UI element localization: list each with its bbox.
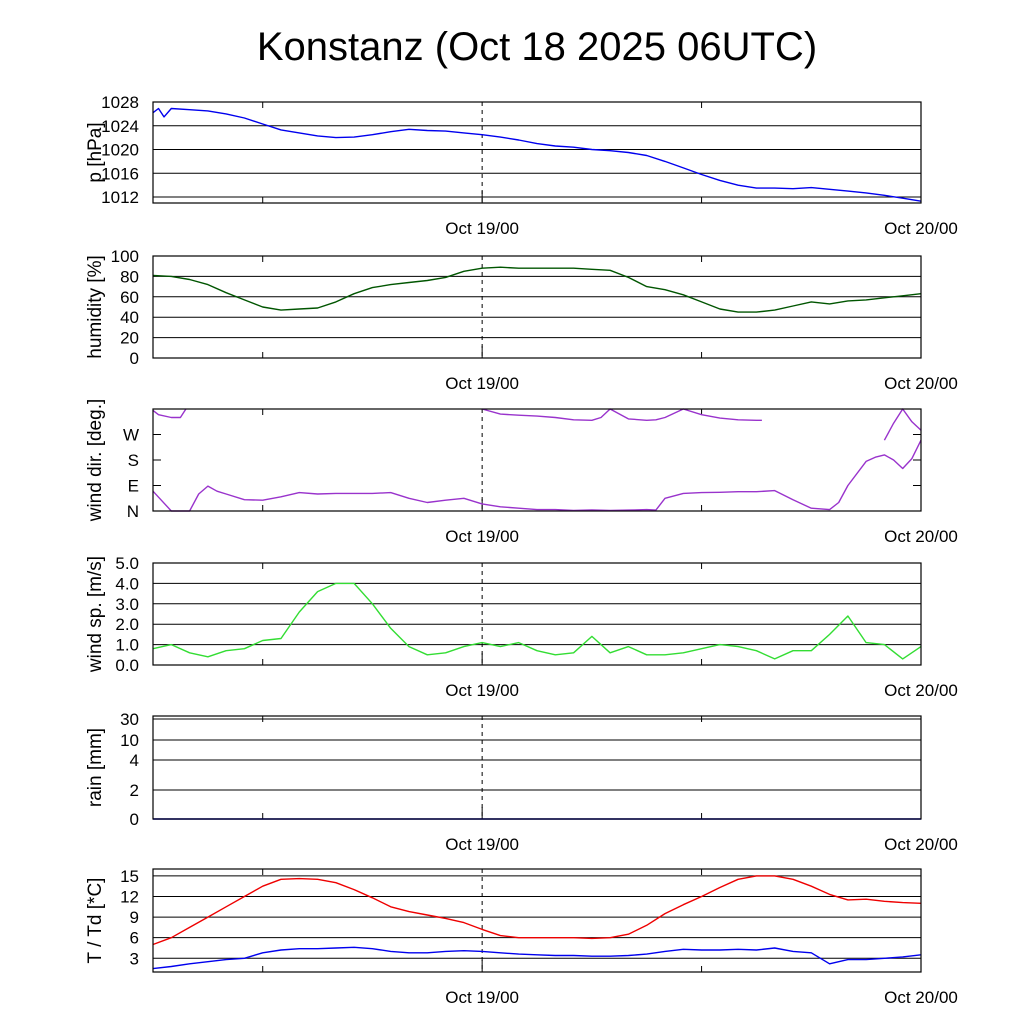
y-tick-label: 3 bbox=[130, 949, 139, 968]
panel-0: 1012 1016 1020 1024 1028 Oct 19/00 Oct 20/00 p … bbox=[85, 93, 958, 238]
plot-frame bbox=[152, 562, 922, 666]
plot-frame bbox=[152, 101, 922, 204]
y-tick-label: 9 bbox=[130, 908, 139, 927]
plot-frame bbox=[152, 868, 922, 973]
x-tick-label: Oct 20/00 bbox=[884, 374, 958, 393]
series-line-2 bbox=[481, 408, 762, 421]
y-tick-label: 2 bbox=[130, 781, 139, 800]
y-tick-label: 0 bbox=[130, 349, 139, 368]
y-tick-label: 12 bbox=[120, 887, 139, 906]
x-tick-label: Oct 19/00 bbox=[445, 835, 519, 854]
y-tick-label: 30 bbox=[120, 710, 139, 729]
x-tick-label: Oct 19/00 bbox=[445, 988, 519, 1007]
series-line-0 bbox=[152, 875, 922, 946]
y-tick-label: 1020 bbox=[101, 141, 139, 160]
y-axis-label: wind dir. [deg.] bbox=[85, 399, 106, 523]
y-tick-label: 4.0 bbox=[115, 574, 139, 593]
y-tick-label: 40 bbox=[120, 308, 139, 327]
x-tick-label: Oct 20/00 bbox=[884, 681, 958, 700]
panel-4: 0 2 410 30 Oct 19/00 Oct 20/00 rain [mm] bbox=[85, 710, 958, 854]
x-tick-label: Oct 19/00 bbox=[445, 219, 519, 238]
series-line-1 bbox=[152, 408, 187, 419]
y-tick-label: 0 bbox=[130, 810, 139, 829]
x-tick-label: Oct 20/00 bbox=[884, 988, 958, 1007]
series-line-0 bbox=[152, 439, 922, 512]
y-tick-label: E bbox=[128, 477, 139, 496]
y-axis-label: wind sp. [m/s] bbox=[85, 556, 106, 673]
plot-frame bbox=[152, 408, 922, 512]
x-tick-label: Oct 19/00 bbox=[445, 527, 519, 546]
y-tick-label: 1012 bbox=[101, 188, 139, 207]
x-tick-label: Oct 19/00 bbox=[445, 374, 519, 393]
y-tick-label: 0.0 bbox=[115, 656, 139, 675]
x-tick-label: Oct 20/00 bbox=[884, 835, 958, 854]
chart-title: Konstanz (Oct 18 2025 06UTC) bbox=[257, 25, 817, 69]
y-tick-label: S bbox=[128, 451, 139, 470]
y-tick-label: 20 bbox=[120, 329, 139, 348]
x-tick-label: Oct 19/00 bbox=[445, 681, 519, 700]
y-axis-label: T / Td [*C] bbox=[85, 878, 106, 964]
plot-frame bbox=[152, 715, 922, 820]
y-tick-label: 1.0 bbox=[115, 636, 139, 655]
y-tick-label: 6 bbox=[130, 929, 139, 948]
y-tick-label: 4 bbox=[130, 751, 139, 770]
y-axis-label: rain [mm] bbox=[85, 728, 106, 807]
y-tick-label: 1024 bbox=[101, 117, 139, 136]
series-line-0 bbox=[152, 266, 922, 313]
x-tick-label: Oct 20/00 bbox=[884, 219, 958, 238]
y-tick-label: W bbox=[123, 426, 139, 445]
y-tick-label: 1028 bbox=[101, 93, 139, 112]
x-tick-label: Oct 20/00 bbox=[884, 527, 958, 546]
y-tick-label: 5.0 bbox=[115, 554, 139, 573]
y-tick-label: 60 bbox=[120, 288, 139, 307]
series-line-0 bbox=[152, 107, 922, 202]
y-axis-label: humidity [%] bbox=[85, 255, 106, 358]
series-line-0 bbox=[152, 582, 922, 660]
panel-3: 0.01.0 2.03.0 4.05.0 Oct 19/00 Oct 20/00 wind… bbox=[85, 554, 958, 700]
y-tick-label: 10 bbox=[120, 731, 139, 750]
y-tick-label: 2.0 bbox=[115, 615, 139, 634]
y-tick-label: 3.0 bbox=[115, 595, 139, 614]
y-tick-label: N bbox=[127, 502, 139, 521]
y-tick-label: 1016 bbox=[101, 164, 139, 183]
y-tick-label: 15 bbox=[120, 867, 139, 886]
y-tick-label: 100 bbox=[111, 247, 139, 266]
series-line-1 bbox=[152, 946, 922, 970]
y-axis-label: p [hPa] bbox=[85, 122, 106, 182]
y-tick-label: 80 bbox=[120, 267, 139, 286]
plot-frame bbox=[152, 255, 922, 359]
